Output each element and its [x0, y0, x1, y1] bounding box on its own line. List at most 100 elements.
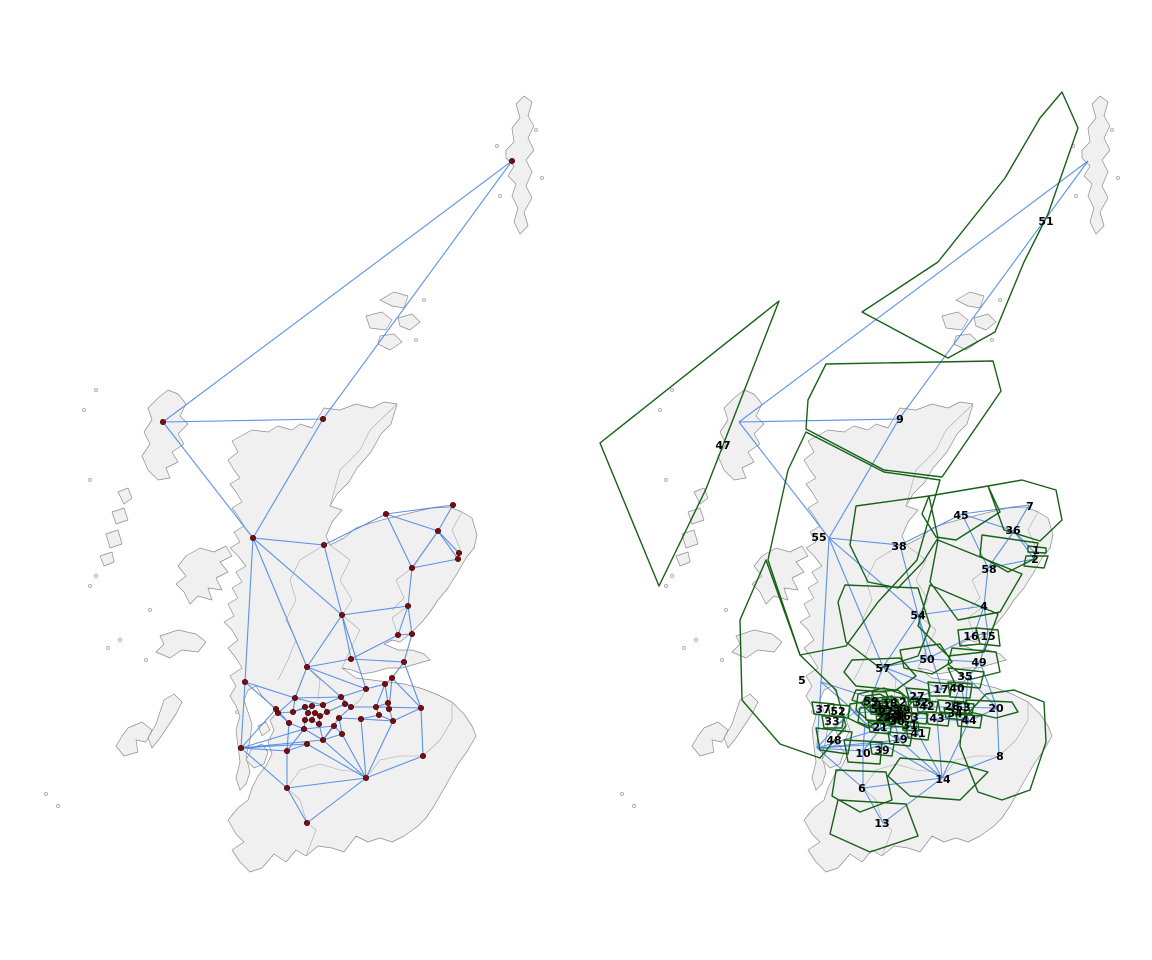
islet	[82, 408, 86, 412]
network-edge	[820, 681, 853, 710]
region-polygon-44	[955, 713, 983, 729]
network-edge	[917, 733, 943, 779]
network-edge	[244, 681, 296, 699]
islet	[148, 608, 152, 612]
network-edge	[411, 558, 459, 569]
region-label-12: 12	[891, 696, 906, 709]
network-node	[455, 549, 463, 557]
network-node	[372, 703, 380, 711]
network-edge	[350, 634, 399, 660]
network-edge	[322, 696, 342, 706]
islet	[670, 574, 674, 578]
region-label-47: 47	[715, 439, 730, 452]
network-edge	[391, 661, 405, 679]
region-label-3: 3	[911, 711, 919, 724]
network-node	[283, 747, 291, 755]
islet	[94, 574, 98, 578]
region-label-13: 13	[874, 817, 889, 830]
region-label-54: 54	[910, 609, 926, 622]
region-polygon-50	[899, 643, 953, 675]
network-edge	[306, 666, 367, 690]
network-edge	[286, 777, 367, 789]
region-polygon-25	[882, 712, 901, 724]
district-border	[329, 403, 398, 507]
region-label-15: 15	[980, 630, 995, 643]
network-edge	[887, 704, 900, 707]
network-node	[388, 674, 396, 682]
network-node	[434, 527, 442, 535]
landmass-orkney-2	[365, 311, 393, 331]
network-edge	[853, 711, 870, 714]
network-edge	[738, 421, 830, 539]
region-label-27: 27	[909, 690, 924, 703]
network-edge	[306, 743, 367, 779]
region-label-11: 11	[875, 699, 890, 712]
islet	[1074, 194, 1078, 198]
network-edge	[828, 537, 919, 616]
region-label-19: 19	[892, 733, 907, 746]
network-edge	[899, 544, 919, 616]
network-edge	[926, 634, 975, 660]
region-label-32: 32	[913, 696, 928, 709]
landmass-jura	[147, 693, 183, 749]
network-edge	[240, 739, 324, 749]
region-label-29: 29	[895, 704, 910, 717]
region-polygon-36	[979, 534, 1039, 573]
network-edge	[862, 743, 884, 752]
landmass-mull	[155, 629, 207, 659]
network-edge	[987, 558, 1035, 569]
network-edge	[322, 739, 367, 779]
network-edge	[882, 666, 918, 698]
region-polygon-35	[947, 667, 985, 689]
network-node	[291, 694, 299, 702]
region-polygon-2	[1023, 555, 1049, 569]
network-edge	[816, 739, 900, 749]
region-label-41: 41	[910, 727, 925, 740]
region-label-6: 6	[858, 782, 866, 795]
network-node	[289, 708, 297, 716]
islet	[118, 638, 122, 642]
landmass-lewis-harris	[717, 389, 765, 481]
network-edge	[277, 697, 296, 714]
network-edge	[162, 421, 254, 539]
landmass-uist-3	[681, 529, 699, 549]
network-edge	[828, 537, 901, 546]
network-edge	[294, 697, 324, 706]
network-edge	[411, 530, 439, 569]
islet	[56, 804, 60, 808]
region-label-20: 20	[988, 702, 1004, 715]
landmass-jura	[723, 693, 759, 749]
district-border	[391, 567, 413, 611]
network-edge	[1013, 530, 1035, 560]
region-polygon-14	[887, 757, 989, 801]
network-node	[417, 704, 425, 712]
islet	[694, 638, 698, 642]
network-edge	[437, 530, 459, 560]
islet	[422, 298, 426, 302]
network-edge	[951, 683, 962, 708]
network-edge	[244, 537, 254, 683]
network-node	[304, 709, 312, 717]
network-edge	[375, 706, 422, 709]
landmass-orkney-3	[397, 313, 421, 331]
network-node	[389, 717, 397, 725]
network-edge	[828, 418, 900, 539]
islet	[998, 298, 1002, 302]
network-edge	[973, 605, 985, 636]
network-edge	[365, 755, 424, 779]
region-polygon-40	[947, 681, 973, 699]
network-edge	[323, 544, 343, 616]
network-edge	[240, 681, 246, 749]
network-edge	[862, 787, 884, 824]
network-node	[308, 702, 316, 710]
region-label-25: 25	[883, 711, 898, 724]
network-edge	[360, 718, 367, 779]
network-edge	[996, 707, 1000, 757]
network-node	[357, 715, 365, 723]
network-edge	[322, 160, 513, 420]
network-node	[362, 774, 370, 782]
network-node	[301, 703, 309, 711]
network-edge	[983, 567, 989, 607]
islet	[495, 144, 499, 148]
